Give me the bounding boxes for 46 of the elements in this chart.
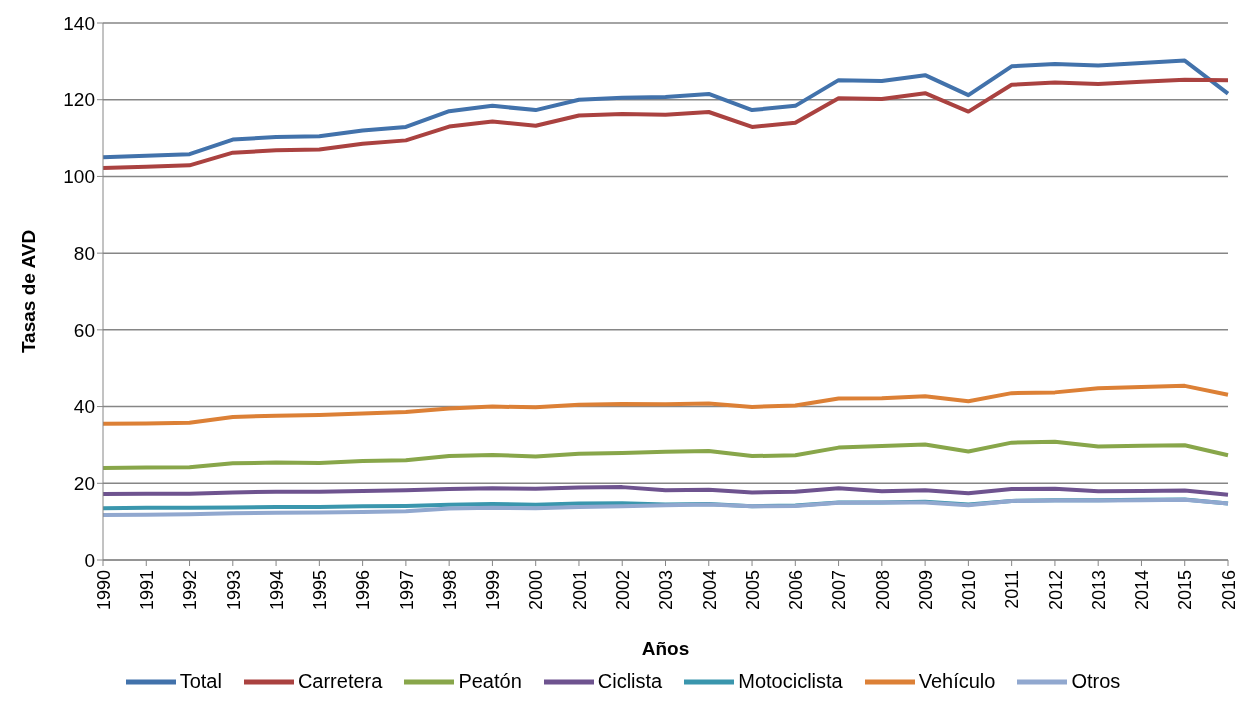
x-tick-label: 2005 [742, 570, 763, 611]
x-tick-label: 1992 [180, 570, 201, 611]
x-tick-label: 1996 [353, 570, 374, 611]
x-tick-label: 1995 [310, 570, 331, 611]
x-tick-label: 2002 [613, 570, 634, 611]
x-tick-label: 1993 [223, 570, 244, 611]
legend-label: Peatón [458, 670, 522, 693]
x-tick-label: 2003 [656, 570, 677, 611]
y-tick-label: 0 [84, 549, 95, 571]
x-tick-label: 2011 [1002, 570, 1023, 609]
x-tick-label: 2008 [872, 570, 893, 611]
legend-label: Otros [1071, 670, 1121, 693]
x-tick-label: 1994 [266, 570, 287, 611]
x-tick-label: 2001 [569, 570, 590, 611]
y-tick-label: 100 [63, 166, 95, 188]
x-tick-label: 2004 [699, 570, 720, 611]
legend-label: Vehículo [918, 670, 996, 693]
x-tick-label: 2015 [1175, 570, 1196, 611]
x-tick-label: 1990 [93, 570, 114, 611]
x-tick-label: 2009 [915, 570, 936, 611]
line-series [101, 497, 1230, 518]
x-tick-label: 2006 [786, 570, 807, 611]
legend-label: Total [179, 670, 222, 693]
x-tick-label: 1998 [439, 570, 460, 611]
y-axis-title: Tasas de AVD [17, 229, 39, 354]
y-tick-label: 60 [73, 319, 95, 341]
x-tick-label: 1999 [483, 570, 504, 611]
x-tick-label: 1991 [137, 570, 158, 611]
x-tick-label: 2000 [526, 570, 547, 611]
x-tick-label: 2016 [1218, 570, 1239, 611]
x-tick-label: 1997 [396, 570, 417, 611]
x-tick-label: 2007 [829, 570, 850, 611]
x-axis-title: Años [641, 638, 690, 659]
line-series [101, 439, 1230, 470]
y-tick-label: 140 [63, 12, 95, 34]
y-tick-label: 20 [73, 473, 95, 495]
x-tick-label: 2010 [959, 570, 980, 611]
x-tick-label: 2012 [1045, 570, 1066, 611]
y-tick-label: 80 [73, 242, 95, 264]
legend-label: Carretera [297, 670, 383, 693]
legend-label: Ciclista [597, 670, 663, 693]
y-tick-label: 120 [63, 89, 95, 111]
x-tick-label: 2013 [1088, 570, 1109, 611]
legend-label: Motociclista [738, 670, 843, 693]
y-tick-label: 40 [73, 396, 95, 418]
x-tick-label: 2014 [1132, 570, 1153, 611]
